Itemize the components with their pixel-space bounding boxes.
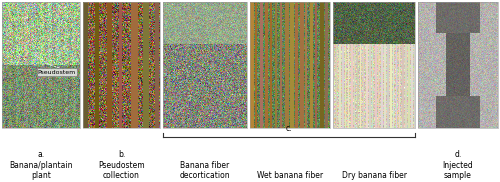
Bar (250, 2, 330, 128)
Text: d.
Injected
sample: d. Injected sample (442, 150, 474, 180)
Text: Dry banana fiber: Dry banana fiber (342, 171, 406, 180)
Text: Wet banana fiber: Wet banana fiber (257, 171, 323, 180)
Text: b.
Pseudostem
collection: b. Pseudostem collection (98, 150, 145, 180)
Bar (2, 2, 80, 128)
Text: Banana fiber
decortication: Banana fiber decortication (180, 161, 230, 180)
Bar (418, 2, 498, 128)
Text: Pseudostem: Pseudostem (38, 70, 76, 74)
Bar (83, 2, 160, 128)
Bar (163, 2, 247, 128)
Text: a.
Banana/plantain
plant: a. Banana/plantain plant (9, 150, 73, 180)
Bar (333, 2, 415, 128)
Text: c.: c. (286, 124, 292, 133)
